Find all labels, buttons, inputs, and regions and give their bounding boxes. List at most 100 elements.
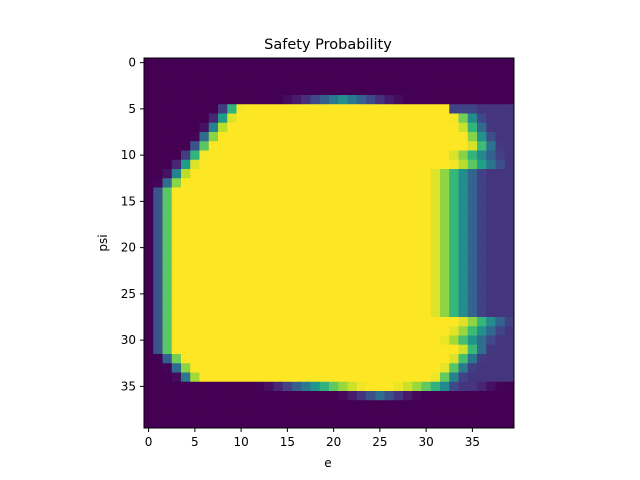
heatmap-cell xyxy=(421,104,432,114)
heatmap-cell xyxy=(477,178,487,188)
heatmap-cell xyxy=(338,317,348,327)
heatmap-cell xyxy=(403,187,413,198)
y-axis-label: psi xyxy=(96,234,110,251)
heatmap-cell xyxy=(504,215,515,225)
heatmap-cell xyxy=(171,418,182,429)
heatmap-cell xyxy=(162,159,173,170)
heatmap-cell xyxy=(467,206,478,216)
heatmap-cell xyxy=(412,363,422,373)
heatmap-cell xyxy=(255,169,265,179)
heatmap-cell xyxy=(421,409,432,420)
heatmap-cell xyxy=(338,243,348,253)
heatmap-cell xyxy=(486,196,496,207)
heatmap-cell xyxy=(144,141,154,151)
heatmap-cell xyxy=(301,233,311,244)
heatmap-cell xyxy=(430,261,441,272)
heatmap-cell xyxy=(319,409,330,420)
heatmap-cell xyxy=(421,354,432,364)
heatmap-cell xyxy=(171,252,182,262)
heatmap-cell xyxy=(153,261,163,272)
heatmap-cell xyxy=(486,335,496,346)
heatmap-cell xyxy=(208,132,219,142)
heatmap-cells xyxy=(144,58,515,429)
heatmap-cell xyxy=(375,307,385,318)
heatmap-cell xyxy=(412,196,422,207)
heatmap-cell xyxy=(144,215,154,225)
heatmap-cell xyxy=(245,363,256,373)
heatmap-cell xyxy=(338,261,348,272)
heatmap-cell xyxy=(329,76,339,87)
heatmap-cell xyxy=(356,178,367,188)
heatmap-cell xyxy=(153,215,163,225)
heatmap-cell xyxy=(227,243,237,253)
heatmap-cell xyxy=(338,354,348,364)
heatmap-cell xyxy=(356,196,367,207)
heatmap-cell xyxy=(162,243,173,253)
heatmap-cell xyxy=(218,224,228,235)
heatmap-cell xyxy=(338,363,348,373)
heatmap-cell xyxy=(171,261,182,272)
heatmap-cell xyxy=(329,132,339,142)
heatmap-cell xyxy=(430,252,441,262)
heatmap-cell xyxy=(301,418,311,429)
heatmap-cell xyxy=(329,372,339,383)
heatmap-cell xyxy=(199,270,210,281)
heatmap-cell xyxy=(495,141,506,151)
heatmap-cell xyxy=(384,122,395,133)
heatmap-cell xyxy=(273,381,284,392)
heatmap-cell xyxy=(218,261,228,272)
heatmap-cell xyxy=(255,95,265,105)
heatmap-cell xyxy=(393,159,404,170)
heatmap-cell xyxy=(153,409,163,420)
heatmap-cell xyxy=(384,196,395,207)
heatmap-cell xyxy=(153,317,163,327)
heatmap-cell xyxy=(356,113,367,124)
heatmap-cell xyxy=(310,150,321,161)
heatmap-cell xyxy=(236,363,247,373)
heatmap-cell xyxy=(319,289,330,299)
heatmap-cell xyxy=(162,95,173,105)
heatmap-cell xyxy=(292,289,302,299)
heatmap-cell xyxy=(292,196,302,207)
heatmap-cell xyxy=(430,58,441,68)
heatmap-cell xyxy=(486,187,496,198)
heatmap-cell xyxy=(153,289,163,299)
heatmap-cell xyxy=(190,169,200,179)
heatmap-cell xyxy=(467,178,478,188)
heatmap-cell xyxy=(356,289,367,299)
heatmap-cell xyxy=(208,233,219,244)
heatmap-cell xyxy=(190,215,200,225)
heatmap-cell xyxy=(329,85,339,96)
heatmap-cell xyxy=(449,418,459,429)
heatmap-cell xyxy=(504,67,515,77)
heatmap-cell xyxy=(227,215,237,225)
heatmap-cell xyxy=(393,354,404,364)
heatmap-cell xyxy=(366,233,376,244)
heatmap-cell xyxy=(458,270,469,281)
heatmap-cell xyxy=(292,159,302,170)
heatmap-cell xyxy=(393,104,404,114)
heatmap-cell xyxy=(181,58,191,68)
heatmap-cell xyxy=(218,298,228,309)
heatmap-cell xyxy=(153,132,163,142)
y-tick-label: 35 xyxy=(121,379,136,393)
heatmap-cell xyxy=(153,196,163,207)
heatmap-cell xyxy=(301,307,311,318)
heatmap-cell xyxy=(319,381,330,392)
heatmap-cell xyxy=(477,363,487,373)
heatmap-cell xyxy=(504,122,515,133)
heatmap-cell xyxy=(384,317,395,327)
heatmap-cell xyxy=(375,363,385,373)
heatmap-cell xyxy=(255,85,265,96)
heatmap-cell xyxy=(504,391,515,401)
heatmap-cell xyxy=(338,252,348,262)
heatmap-cell xyxy=(282,85,293,96)
heatmap-cell xyxy=(477,400,487,410)
heatmap-cell xyxy=(227,261,237,272)
heatmap-cell xyxy=(162,261,173,272)
heatmap-cell xyxy=(273,178,284,188)
heatmap-cell xyxy=(236,104,247,114)
heatmap-cell xyxy=(310,289,321,299)
heatmap-cell xyxy=(264,76,274,87)
heatmap-cell xyxy=(301,58,311,68)
